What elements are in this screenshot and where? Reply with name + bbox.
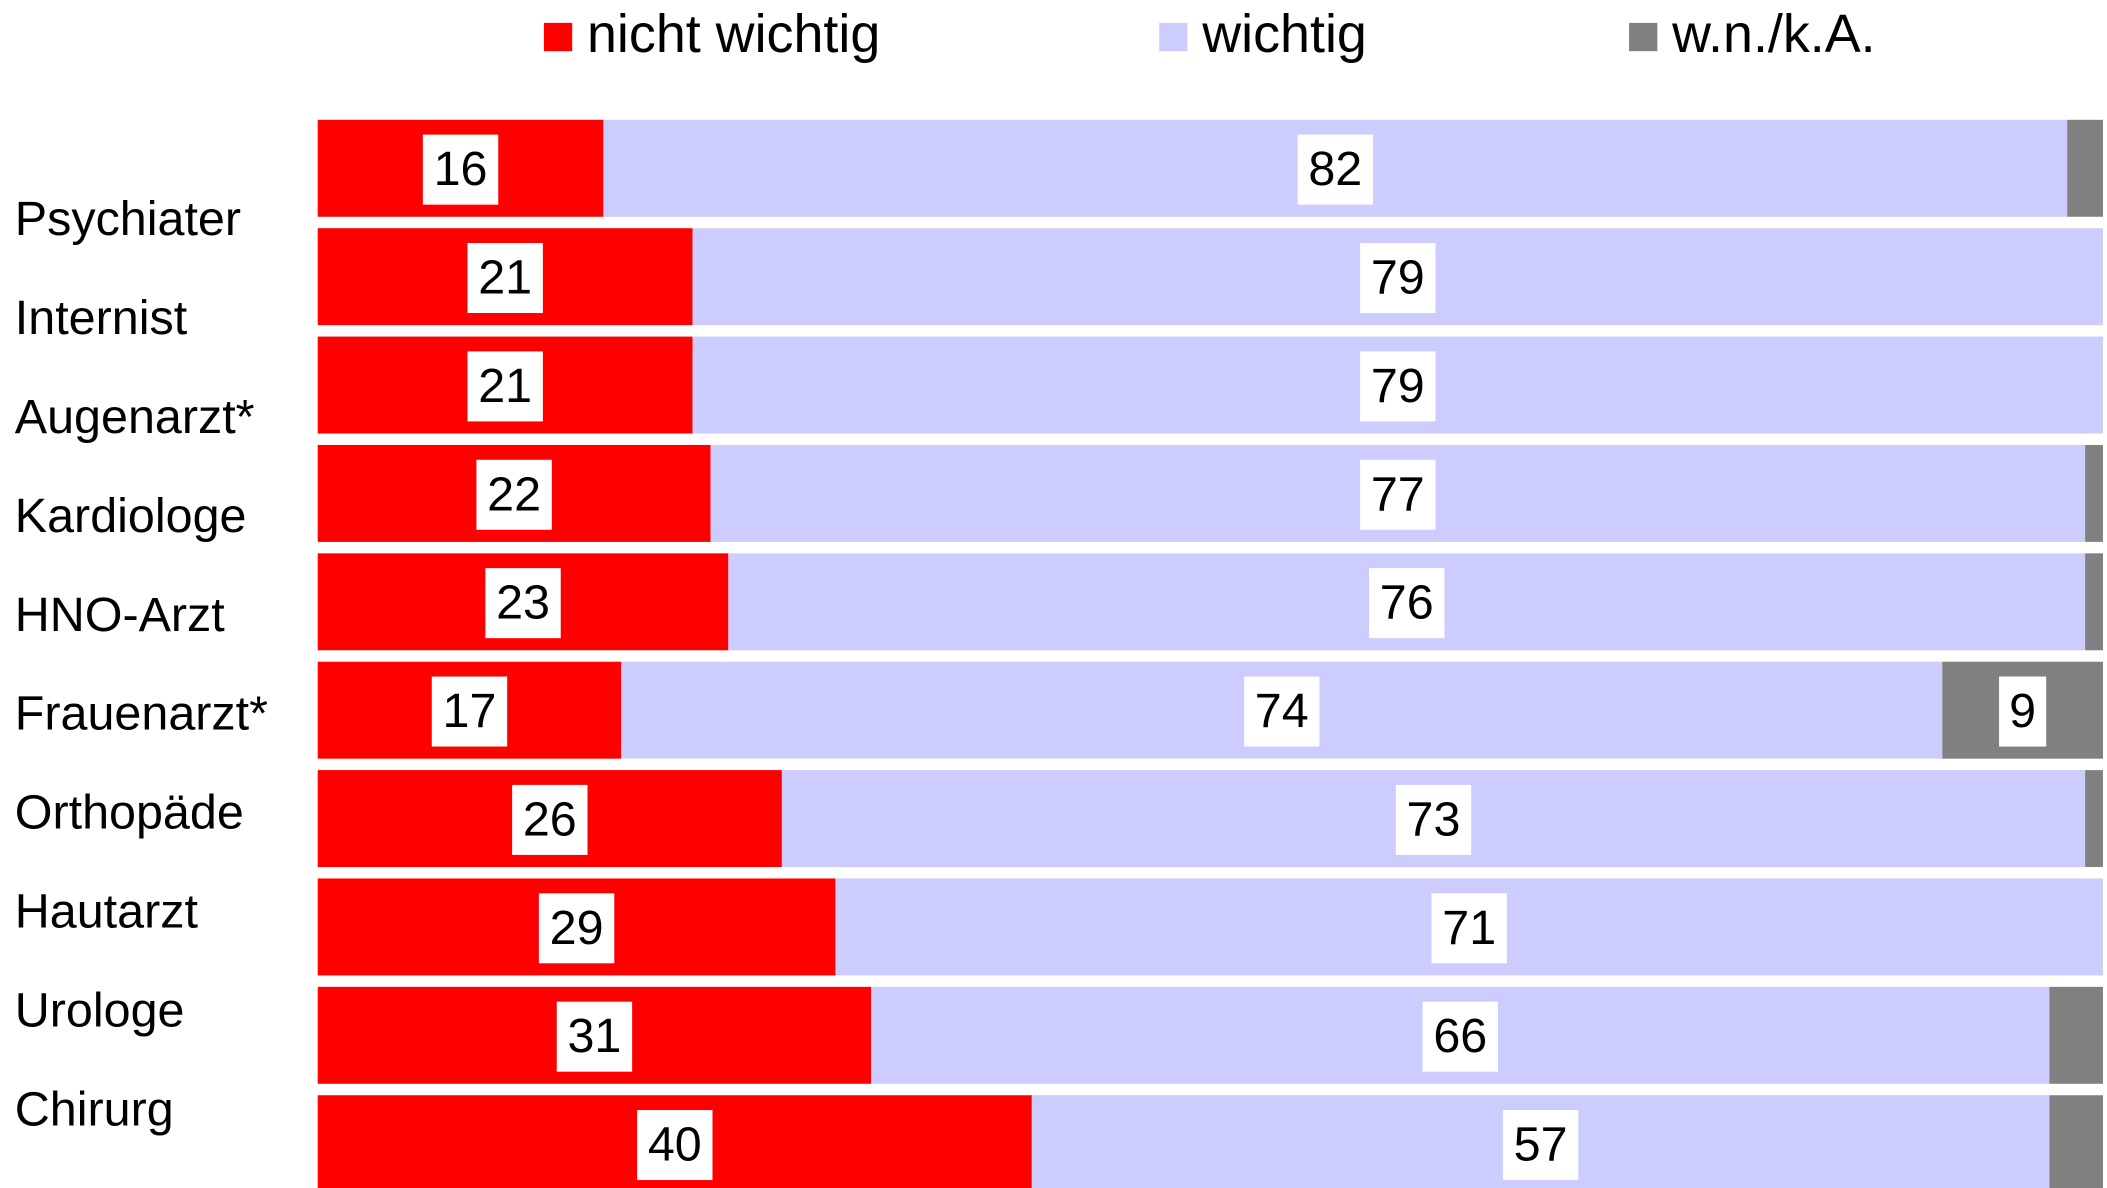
value-label-bg (476, 459, 552, 530)
value-label: 9 (2009, 684, 2036, 738)
value-label: 26 (523, 792, 577, 846)
value-label-bg (556, 1001, 633, 1072)
legend-label: nicht wichtig (587, 4, 880, 64)
legend-swatch (1629, 22, 1658, 52)
value-label: 79 (1371, 251, 1425, 305)
value-label: 82 (1308, 142, 1362, 196)
value-label: 77 (1371, 467, 1425, 521)
category-label: Frauenarzt* (15, 687, 268, 741)
value-label: 22 (487, 467, 541, 521)
value-label-bg (1360, 459, 1436, 530)
bar-segment (2085, 770, 2103, 868)
value-label: 74 (1255, 684, 1309, 738)
value-label: 21 (478, 359, 532, 413)
legend-swatch (543, 22, 573, 52)
value-label: 57 (1514, 1118, 1568, 1172)
value-label-bg (1431, 893, 1507, 964)
value-label-bg (637, 1110, 713, 1181)
value-label-bg (467, 351, 543, 422)
value-label-bg (422, 134, 499, 205)
value-label: 21 (478, 251, 532, 305)
legend-label: wichtig (1201, 4, 1367, 64)
legend-label: w.n./k.A. (1671, 4, 1876, 64)
value-label: 73 (1407, 792, 1461, 846)
value-label-bg (538, 893, 615, 964)
bar-segment (2049, 986, 2103, 1084)
value-label-bg (1422, 1001, 1498, 1072)
value-label-bg (485, 568, 561, 639)
category-label: HNO-Arzt (15, 588, 225, 642)
value-label: 71 (1442, 901, 1496, 955)
value-label-bg (1360, 351, 1436, 422)
bar-segment (2085, 553, 2103, 651)
value-label: 79 (1371, 359, 1425, 413)
value-label-bg (1360, 243, 1436, 314)
value-label-bg (512, 784, 588, 855)
value-label: 16 (434, 142, 488, 196)
value-label-bg (1244, 676, 1320, 747)
category-label: Chirurg (15, 1083, 174, 1137)
value-label-bg (467, 243, 543, 314)
value-label-bg (1369, 568, 1445, 639)
category-label: Augenarzt* (15, 390, 255, 444)
value-label: 66 (1433, 1009, 1487, 1063)
category-label: Urologe (15, 984, 185, 1038)
category-label: Kardiologe (15, 489, 247, 543)
bar-segment (2085, 444, 2103, 542)
value-label: 31 (567, 1009, 621, 1063)
category-label: Psychiater (15, 192, 241, 246)
value-label: 17 (443, 684, 497, 738)
category-label: Orthopäde (15, 786, 244, 840)
category-label: Hautarzt (15, 885, 199, 939)
value-label-bg (1297, 134, 1374, 205)
category-label: Internist (15, 291, 188, 345)
value-label: 76 (1380, 576, 1434, 630)
legend-swatch (1159, 22, 1188, 52)
value-label: 23 (496, 576, 550, 630)
bar-segment (2067, 119, 2103, 217)
value-label-bg (1502, 1110, 1579, 1181)
bar-segment (2049, 1095, 2103, 1188)
value-label-bg (1999, 676, 2047, 747)
value-label-bg (431, 676, 508, 747)
value-label: 40 (648, 1118, 702, 1172)
value-label-bg (1395, 784, 1472, 855)
value-label: 29 (550, 901, 604, 955)
